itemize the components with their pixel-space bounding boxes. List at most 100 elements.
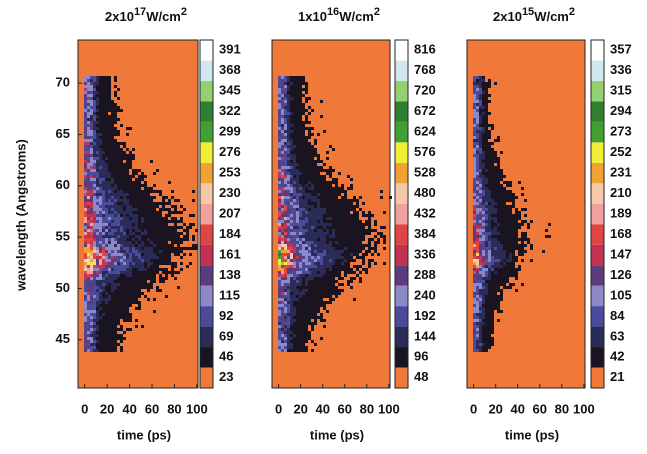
heatmap-speckle: [114, 304, 117, 307]
heatmap-speckle: [500, 277, 503, 280]
heatmap-speckle: [99, 187, 102, 190]
heatmap-speckle: [293, 130, 296, 133]
heatmap-speckle: [485, 280, 488, 283]
heatmap-speckle: [317, 187, 320, 190]
heatmap-speckle: [87, 298, 90, 301]
heatmap-speckle: [299, 214, 302, 217]
heatmap-speckle: [503, 271, 506, 274]
heatmap-speckle: [281, 328, 284, 331]
heatmap-speckle: [284, 328, 287, 331]
heatmap-speckle: [314, 295, 317, 298]
heatmap-speckle: [476, 88, 479, 91]
heatmap-speckle: [111, 151, 114, 154]
heatmap-speckle: [479, 205, 482, 208]
heatmap-speckle: [359, 247, 362, 250]
heatmap-speckle: [473, 175, 476, 178]
heatmap-speckle: [290, 292, 293, 295]
heatmap-speckle: [99, 136, 102, 139]
heatmap-speckle: [296, 331, 299, 334]
heatmap-speckle: [144, 253, 147, 256]
heatmap-speckle: [323, 277, 326, 280]
heatmap-speckle: [123, 238, 126, 241]
heatmap-speckle: [132, 241, 135, 244]
heatmap-speckle: [162, 250, 165, 253]
heatmap-speckle: [500, 175, 503, 178]
heatmap-speckle: [87, 334, 90, 337]
heatmap-speckle: [296, 235, 299, 238]
heatmap-speckle: [488, 94, 491, 97]
heatmap-speckle: [287, 247, 290, 250]
heatmap-speckle: [87, 211, 90, 214]
heatmap-speckle: [299, 79, 302, 82]
heatmap-speckle: [314, 283, 317, 286]
heatmap-speckle: [129, 265, 132, 268]
heatmap-speckle: [500, 274, 503, 277]
heatmap-speckle: [90, 76, 93, 79]
heatmap-speckle: [129, 232, 132, 235]
heatmap-speckle: [491, 154, 494, 157]
heatmap-speckle: [96, 106, 99, 109]
heatmap-speckle: [99, 331, 102, 334]
heatmap-speckle: [287, 313, 290, 316]
heatmap-speckle: [314, 298, 317, 301]
heatmap-speckle: [299, 220, 302, 223]
heatmap-speckle: [99, 304, 102, 307]
heatmap-speckle: [482, 187, 485, 190]
heatmap-speckle: [153, 211, 156, 214]
heatmap-speckle: [99, 289, 102, 292]
heatmap-speckle: [311, 199, 314, 202]
heatmap-speckle: [326, 301, 329, 304]
heatmap-speckle: [96, 307, 99, 310]
heatmap-speckle: [305, 232, 308, 235]
heatmap-speckle: [96, 103, 99, 106]
heatmap-speckle: [90, 346, 93, 349]
heatmap-speckle: [87, 235, 90, 238]
heatmap-speckle: [473, 154, 476, 157]
heatmap-speckle: [105, 289, 108, 292]
heatmap-speckle: [147, 244, 150, 247]
heatmap-speckle: [503, 196, 506, 199]
heatmap-speckle: [293, 268, 296, 271]
heatmap-speckle: [335, 265, 338, 268]
heatmap-speckle: [296, 166, 299, 169]
heatmap-speckle: [99, 334, 102, 337]
heatmap-speckle: [473, 118, 476, 121]
heatmap-speckle: [479, 157, 482, 160]
heatmap-speckle: [93, 313, 96, 316]
heatmap-speckle: [296, 97, 299, 100]
heatmap-speckle: [344, 223, 347, 226]
heatmap-speckle: [506, 274, 509, 277]
heatmap-speckle: [278, 193, 281, 196]
heatmap-speckle: [162, 229, 165, 232]
heatmap-speckle: [293, 334, 296, 337]
heatmap-speckle: [144, 241, 147, 244]
heatmap-speckle: [314, 292, 317, 295]
heatmap-speckle: [177, 211, 180, 214]
heatmap-speckle: [132, 202, 135, 205]
heatmap-speckle: [153, 268, 156, 271]
heatmap-speckle: [114, 256, 117, 259]
heatmap-speckle: [314, 277, 317, 280]
heatmap-speckle: [338, 214, 341, 217]
heatmap-speckle: [293, 136, 296, 139]
heatmap-speckle: [96, 220, 99, 223]
heatmap-speckle: [84, 253, 87, 256]
heatmap-speckle: [515, 277, 518, 280]
heatmap-speckle: [287, 175, 290, 178]
heatmap-speckle: [99, 346, 102, 349]
heatmap-speckle: [96, 79, 99, 82]
heatmap-speckle: [488, 292, 491, 295]
heatmap-speckle: [509, 265, 512, 268]
heatmap-speckle: [299, 316, 302, 319]
heatmap-speckle: [284, 136, 287, 139]
heatmap-speckle: [90, 268, 93, 271]
heatmap-speckle: [150, 286, 153, 289]
heatmap-speckle: [129, 301, 132, 304]
heatmap-speckle: [497, 277, 500, 280]
heatmap-speckle: [192, 214, 195, 217]
heatmap-speckle: [96, 148, 99, 151]
heatmap-speckle: [126, 280, 129, 283]
heatmap-speckle: [180, 220, 183, 223]
heatmap-speckle: [189, 223, 192, 226]
heatmap-speckle: [105, 208, 108, 211]
